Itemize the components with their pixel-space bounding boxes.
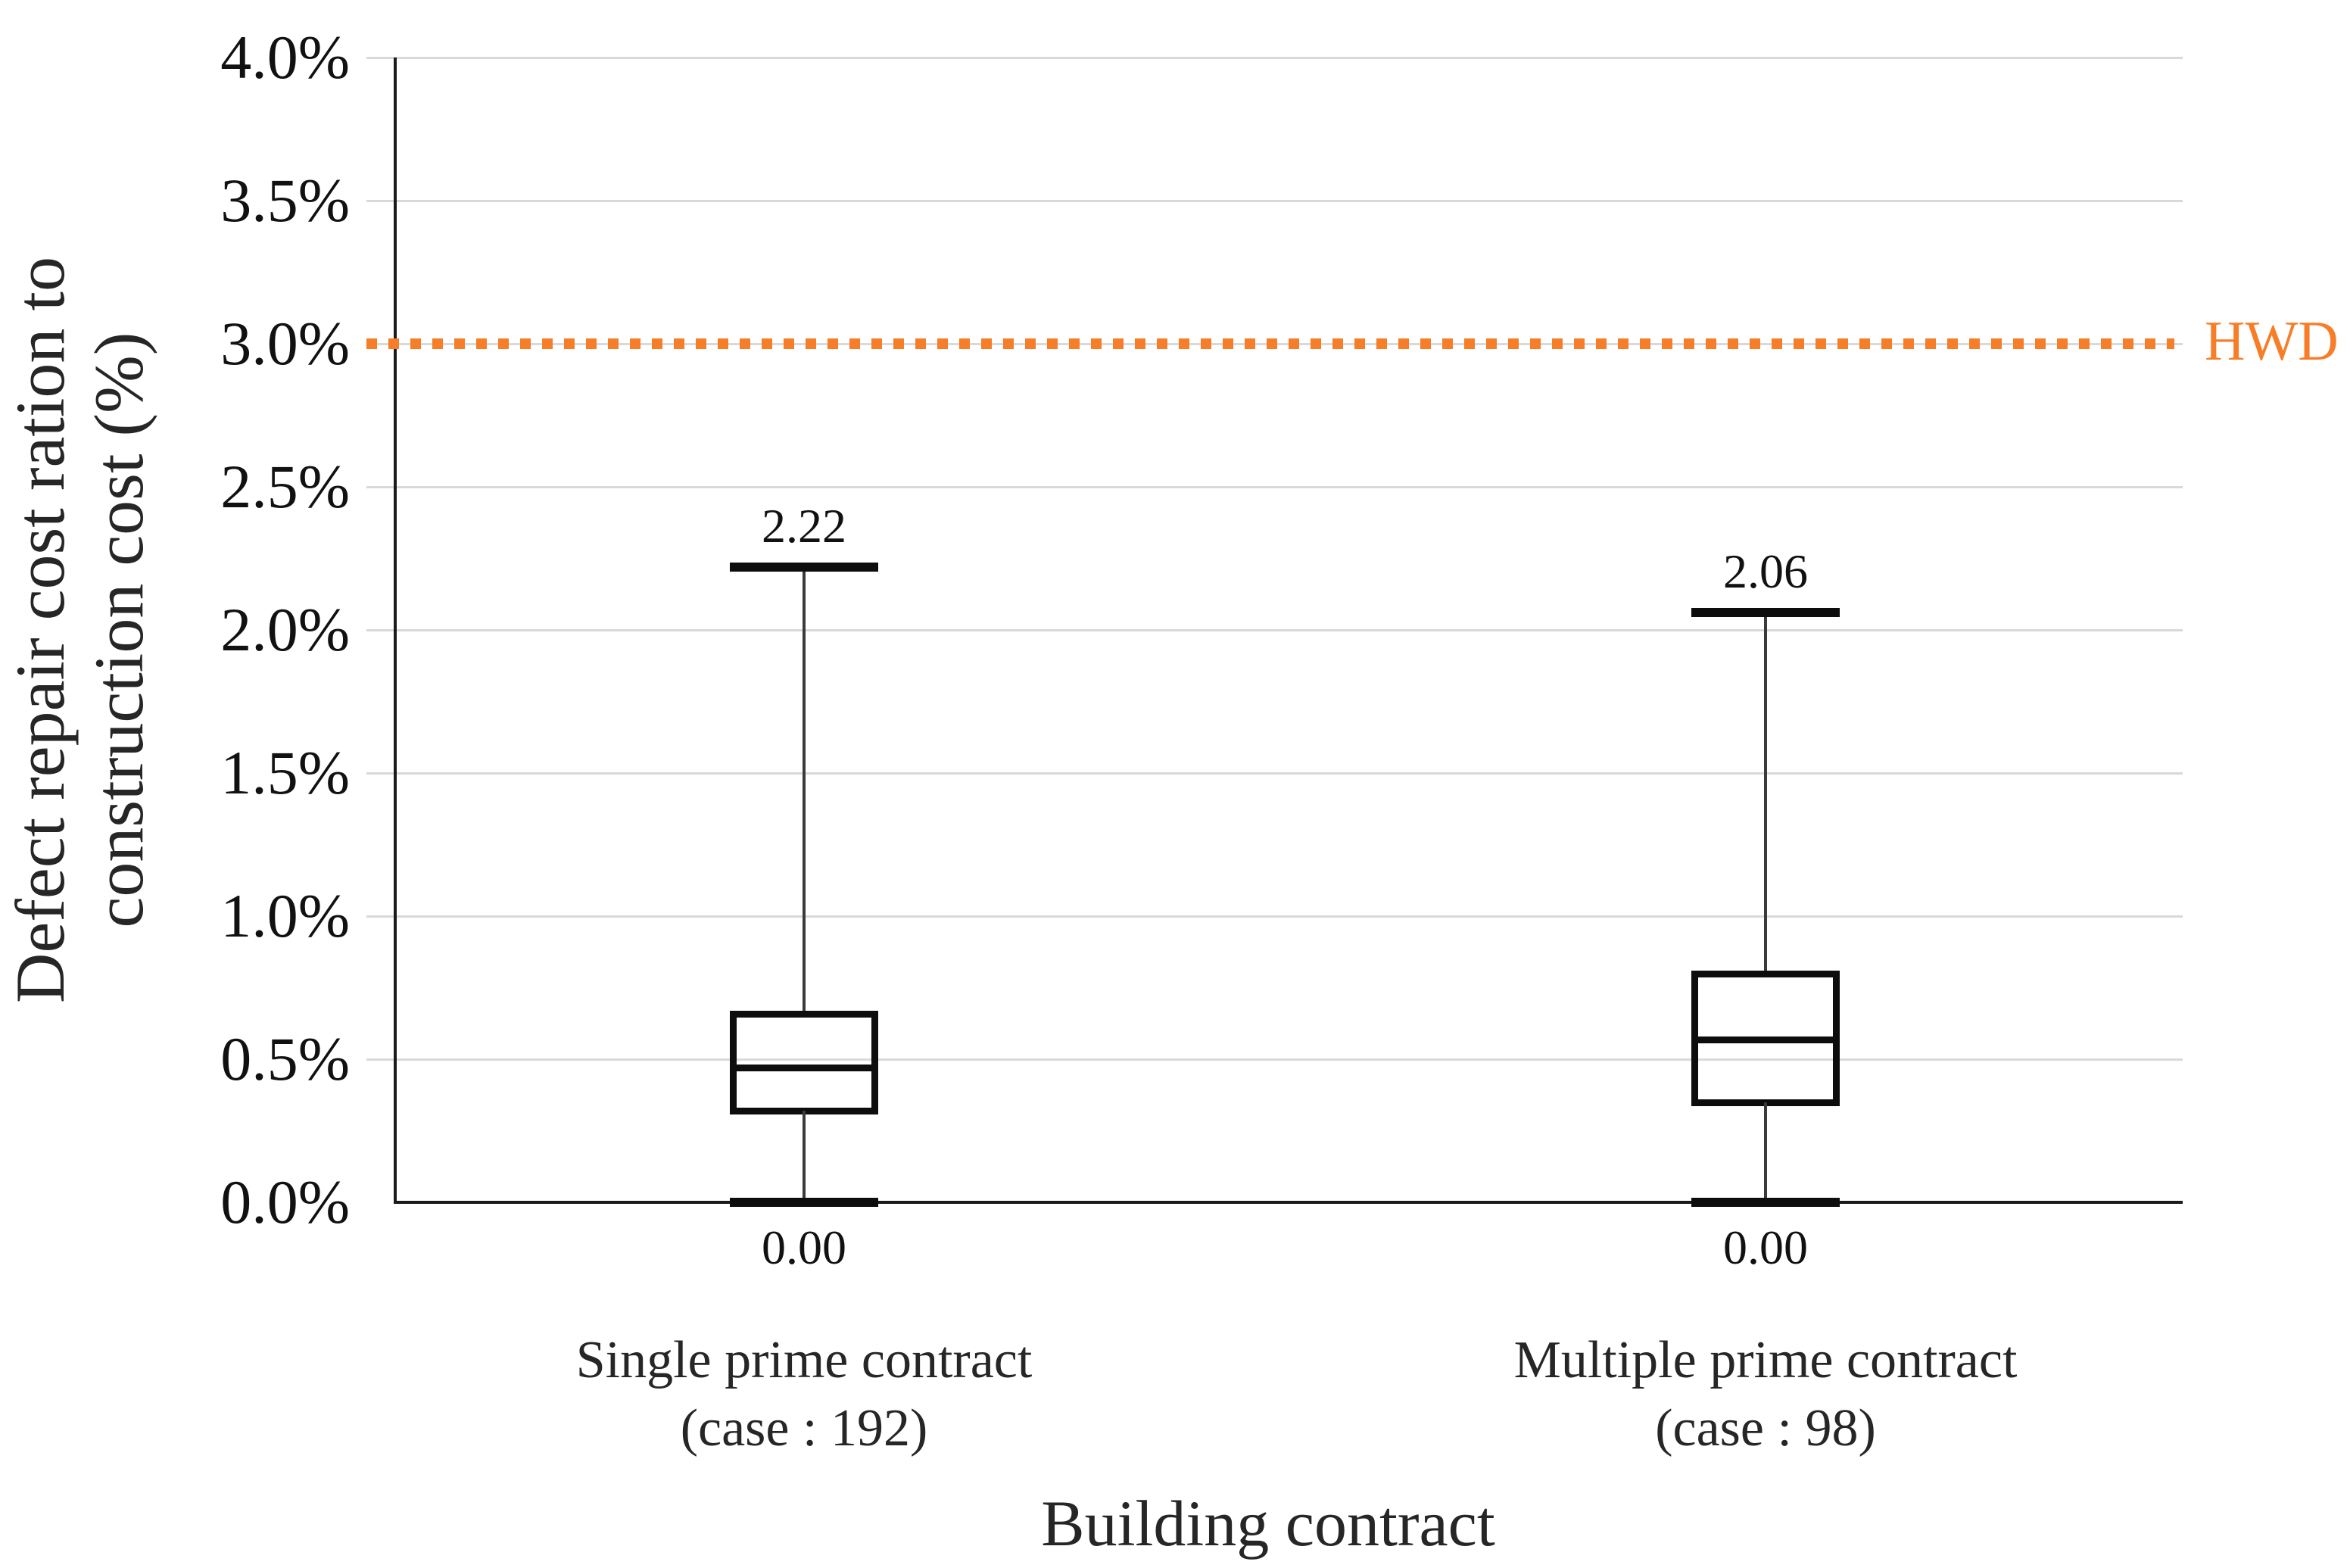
gridline-2.5% xyxy=(366,486,2183,488)
upper-whisker-cap xyxy=(1691,608,1840,618)
y-tick-label-0.5%: 0.5% xyxy=(220,1024,350,1093)
category-label-line1: Single prime contract xyxy=(575,1331,1033,1389)
category-label: Single prime contract (case : 192) xyxy=(425,1326,1183,1462)
min-value-label: 0.00 xyxy=(762,1220,846,1274)
upper-whisker-cap xyxy=(730,562,878,572)
gridline-3.5% xyxy=(366,200,2183,202)
iqr-box xyxy=(730,1010,878,1115)
reference-line xyxy=(366,338,2174,349)
y-tick-label-3.5%: 3.5% xyxy=(220,166,350,235)
max-value-label: 2.06 xyxy=(1723,544,1808,599)
y-axis-line xyxy=(394,58,397,1204)
median-line xyxy=(735,1065,873,1072)
y-tick-label-0.0%: 0.0% xyxy=(220,1167,350,1236)
y-tick-label-1.5%: 1.5% xyxy=(220,738,350,807)
category-label: Multiple prime contract (case : 98) xyxy=(1387,1326,2144,1462)
gridline-0.5% xyxy=(366,1058,2183,1061)
min-value-label: 0.00 xyxy=(1723,1220,1808,1274)
y-tick-label-2.0%: 2.0% xyxy=(220,595,350,664)
category-label-line2: (case : 98) xyxy=(1655,1398,1876,1457)
x-axis-line xyxy=(394,1201,2183,1204)
reference-line-label: HWD xyxy=(2205,310,2339,373)
gridline-2.0% xyxy=(366,629,2183,631)
lower-whisker-cap xyxy=(730,1198,878,1207)
category-label-line2: (case : 192) xyxy=(680,1398,928,1457)
gridline-1.5% xyxy=(366,772,2183,775)
lower-whisker-cap xyxy=(1691,1198,1840,1207)
y-tick-label-3.0%: 3.0% xyxy=(220,309,350,378)
max-value-label: 2.22 xyxy=(762,498,846,553)
x-axis-title: Building contract xyxy=(1041,1487,1495,1560)
median-line xyxy=(1697,1036,1834,1043)
y-tick-label-4.0%: 4.0% xyxy=(220,23,350,92)
lower-whisker xyxy=(803,1111,806,1202)
y-tick-label-2.5%: 2.5% xyxy=(220,452,350,521)
upper-whisker xyxy=(1764,613,1767,974)
lower-whisker xyxy=(1764,1102,1767,1202)
category-label-line1: Multiple prime contract xyxy=(1513,1331,2018,1389)
gridline-4.0% xyxy=(366,57,2183,59)
upper-whisker xyxy=(803,566,806,1014)
gridline-1.0% xyxy=(366,915,2183,918)
y-tick-label-1.0%: 1.0% xyxy=(220,881,350,950)
